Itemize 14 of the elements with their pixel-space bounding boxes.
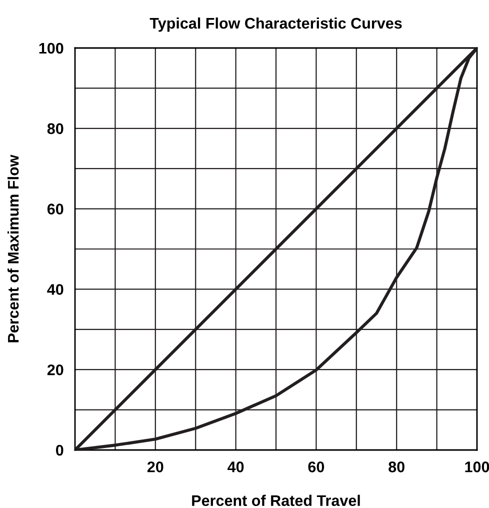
y-tick-label: 100 — [39, 42, 64, 54]
y-tick-label: 80 — [47, 123, 64, 134]
y-tick-label: 20 — [47, 364, 64, 376]
x-tick-label: 100 — [465, 462, 489, 472]
x-axis-title: Percent of Rated Travel — [192, 494, 360, 506]
chart-title: Typical Flow Characteristic Curves — [150, 17, 402, 32]
x-tick-label: 80 — [388, 462, 404, 472]
y-axis-title: Percent of Maximum Flow — [7, 154, 19, 342]
y-tick-label: 0 — [56, 444, 64, 456]
x-tick-label: 40 — [228, 462, 244, 472]
x-tick-label: 20 — [147, 462, 164, 472]
y-tick-label: 40 — [47, 284, 64, 295]
y-tick-label: 60 — [47, 204, 64, 214]
x-tick-label: 60 — [308, 462, 324, 472]
